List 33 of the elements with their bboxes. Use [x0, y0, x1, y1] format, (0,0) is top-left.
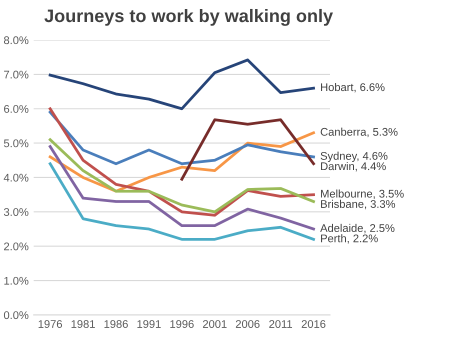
line-series	[48, 110, 315, 166]
x-tick-label: 2016	[302, 320, 326, 328]
y-tick-label: 5.0%	[4, 139, 28, 148]
x-tick-label: 1996	[170, 320, 194, 328]
line-series	[48, 145, 315, 230]
x-tick-label: 1981	[72, 320, 95, 328]
x-tick-label: 2006	[236, 320, 260, 328]
line-series	[48, 58, 315, 110]
y-tick-label: 2.0%	[4, 242, 28, 250]
y-tick-label: 3.0%	[4, 208, 28, 216]
series-label: Darwin, 4.4%	[321, 162, 386, 172]
y-tick-label: 4.0%	[4, 174, 28, 182]
series-label: Adelaide, 2.5%	[320, 224, 394, 234]
line-series	[48, 138, 315, 214]
y-tick-label: 6.0%	[4, 105, 28, 113]
chart-title: Journeys to work by walking only	[44, 8, 333, 26]
y-tick-label: 8.0%	[4, 36, 28, 44]
x-tick-label: 2001	[202, 320, 227, 328]
series-label: Hobart, 6.6%	[321, 82, 385, 92]
y-tick-label: 0.0%	[4, 311, 28, 320]
line-series	[180, 118, 315, 181]
x-tick-label: 1986	[104, 320, 128, 328]
series-label: Brisbane, 3.3%	[321, 200, 396, 210]
y-tick-label: 7.0%	[4, 70, 28, 79]
series-label: Canberra, 5.3%	[320, 128, 398, 138]
y-tick-label: 1.0%	[4, 276, 28, 285]
x-tick-label: 1976	[38, 320, 62, 328]
series-label: Melbourne, 3.5%	[321, 189, 404, 199]
line-series	[48, 162, 315, 241]
x-tick-label: 1991	[137, 320, 161, 328]
series-label: Sydney, 4.6%	[320, 152, 388, 162]
series-label: Perth, 2.2%	[321, 234, 378, 244]
x-tick-label: 2011	[269, 320, 292, 328]
